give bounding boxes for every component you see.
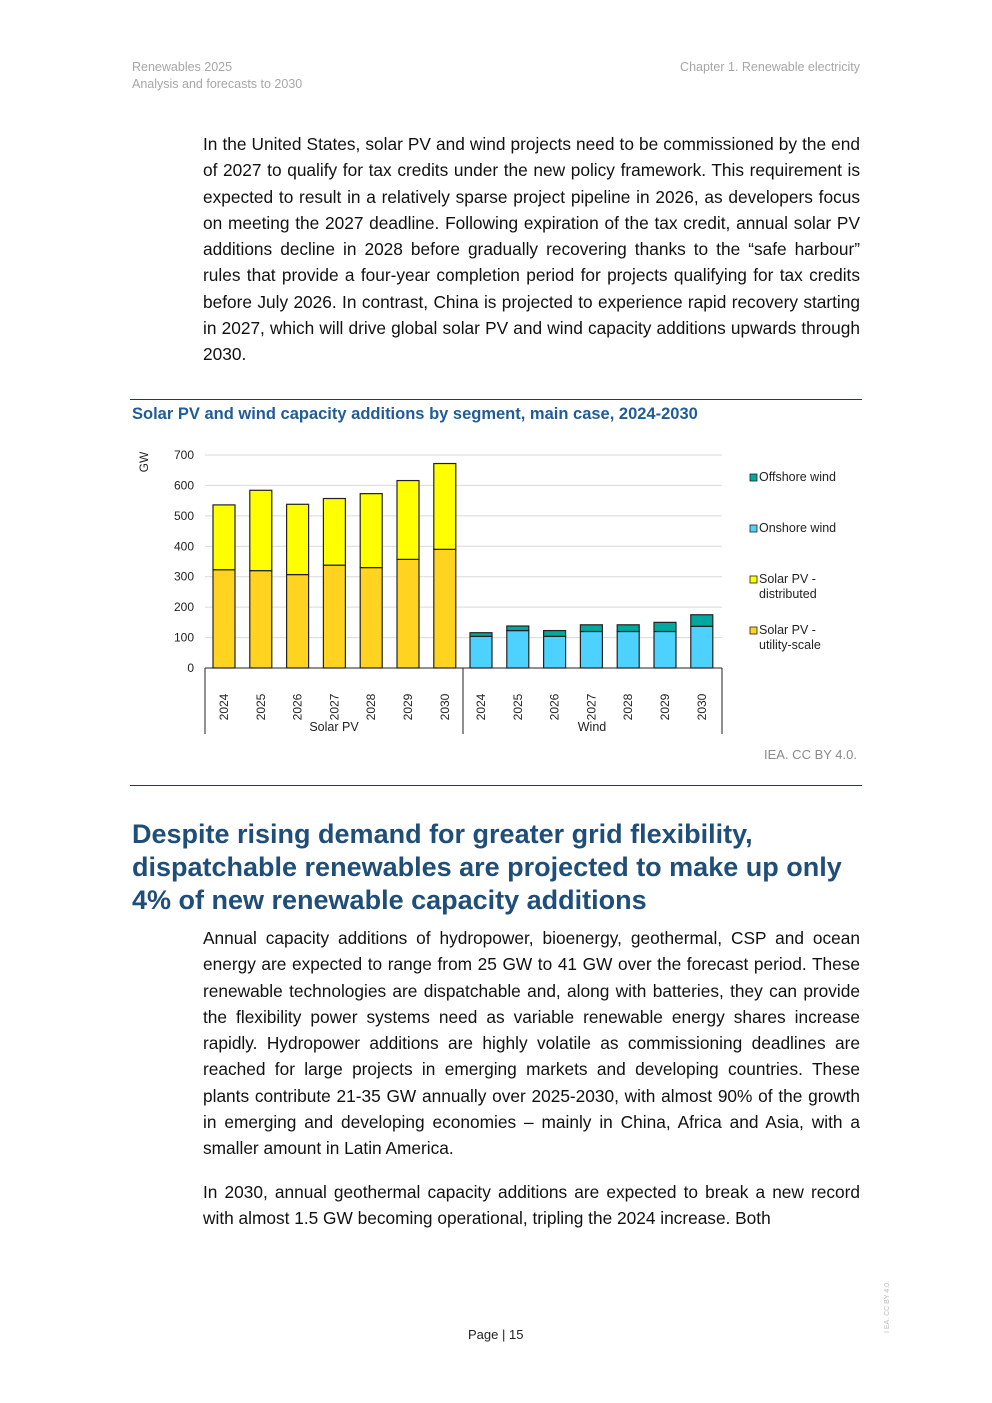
bar-segment bbox=[322, 564, 346, 669]
page-number: Page | 15 bbox=[468, 1327, 524, 1342]
y-tick-label: 600 bbox=[174, 478, 194, 492]
legend-swatch bbox=[749, 626, 758, 635]
group-label: Solar PV bbox=[309, 720, 359, 734]
header-report-title: Renewables 2025 Analysis and forecasts t… bbox=[132, 59, 302, 93]
bar-segment bbox=[579, 624, 604, 633]
divider bbox=[130, 399, 862, 400]
divider bbox=[130, 785, 862, 786]
y-tick-label: 200 bbox=[174, 600, 194, 614]
y-tick-label: 400 bbox=[174, 539, 194, 553]
x-tick-label: 2030 bbox=[438, 693, 452, 720]
bar-segment bbox=[396, 479, 420, 560]
legend-swatch bbox=[749, 473, 758, 482]
x-tick-label: 2024 bbox=[474, 693, 488, 720]
section-heading: Despite rising demand for greater grid f… bbox=[132, 819, 842, 915]
bar-segment bbox=[212, 504, 236, 571]
bar-segment bbox=[653, 630, 677, 669]
x-tick-label: 2026 bbox=[291, 693, 305, 720]
bar-segment bbox=[359, 493, 383, 569]
paragraph: In the United States, solar PV and wind … bbox=[203, 134, 860, 365]
x-tick-label: 2027 bbox=[584, 693, 598, 720]
bar-segment bbox=[286, 503, 310, 576]
y-tick-label: 0 bbox=[187, 661, 194, 675]
bar-segment bbox=[433, 462, 457, 550]
header-chapter: Chapter 1. Renewable electricity bbox=[680, 60, 860, 74]
bar-segment bbox=[249, 570, 273, 669]
bar-segment bbox=[249, 489, 273, 572]
x-tick-label: 2027 bbox=[327, 693, 341, 720]
bar-segment bbox=[690, 614, 714, 627]
bar-segment bbox=[396, 558, 420, 669]
legend-label: Offshore wind bbox=[759, 470, 836, 484]
x-tick-label: 2029 bbox=[658, 693, 672, 720]
bar-segment bbox=[616, 630, 640, 669]
paragraph: In 2030, annual geothermal capacity addi… bbox=[203, 1182, 860, 1229]
bar-segment bbox=[469, 632, 493, 637]
bar-segment bbox=[322, 497, 346, 566]
bar-segment bbox=[359, 566, 383, 669]
legend-swatch bbox=[749, 524, 758, 533]
legend-label: Solar PV - bbox=[759, 572, 816, 586]
chart-credit: IEA. CC BY 4.0. bbox=[764, 747, 857, 762]
x-tick-label: 2025 bbox=[511, 693, 525, 720]
x-tick-label: 2025 bbox=[254, 693, 268, 720]
chart-title: Solar PV and wind capacity additions by … bbox=[132, 405, 698, 423]
legend-label: Onshore wind bbox=[759, 521, 836, 535]
x-tick-label: 2028 bbox=[621, 693, 635, 720]
y-tick-label: 500 bbox=[174, 509, 194, 523]
x-tick-label: 2026 bbox=[548, 693, 562, 720]
x-tick-label: 2028 bbox=[364, 693, 378, 720]
legend-swatch bbox=[749, 575, 758, 584]
x-tick-label: 2029 bbox=[401, 693, 415, 720]
bar-segment bbox=[469, 635, 493, 669]
legend-label: Solar PV - bbox=[759, 623, 816, 637]
bar-segment bbox=[433, 548, 457, 669]
side-credit: I EA. CC BY 4.0. bbox=[884, 1280, 891, 1333]
y-tick-label: 100 bbox=[174, 631, 194, 645]
legend-label: utility-scale bbox=[759, 638, 821, 652]
bar-segment bbox=[286, 573, 310, 669]
report-subtitle: Analysis and forecasts to 2030 bbox=[132, 77, 303, 91]
legend-label: distributed bbox=[759, 587, 817, 601]
y-tick-label: 300 bbox=[174, 570, 194, 584]
bar-segment bbox=[579, 630, 604, 669]
bar-segment bbox=[506, 629, 530, 669]
group-label: Wind bbox=[578, 720, 607, 734]
x-tick-label: 2024 bbox=[217, 693, 231, 720]
x-tick-label: 2030 bbox=[695, 693, 709, 720]
bar-segment bbox=[542, 635, 567, 669]
bar-segment bbox=[616, 624, 640, 633]
bar-segment bbox=[690, 625, 714, 669]
report-name: Renewables 2025 bbox=[132, 60, 233, 74]
y-tick-label: 700 bbox=[174, 448, 194, 462]
paragraph: Annual capacity additions of hydropower,… bbox=[203, 928, 860, 1159]
bar-segment bbox=[653, 621, 677, 633]
y-axis-label: GW bbox=[137, 451, 151, 472]
stacked-bar-chart: 0 100 200 300 400 500 600 700 GW 2024 2025 2026 2027… bbox=[137, 448, 836, 734]
bar-segment bbox=[506, 625, 530, 632]
bar-segment bbox=[542, 629, 567, 637]
bar-segment bbox=[212, 569, 236, 669]
